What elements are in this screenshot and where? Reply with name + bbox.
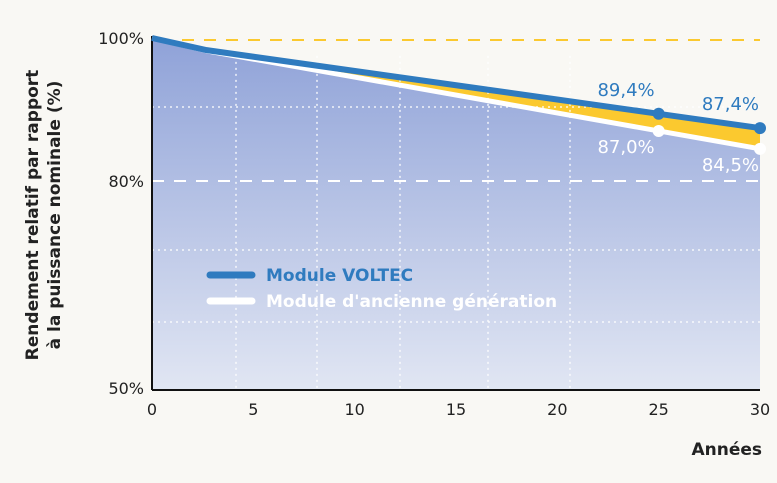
y-axis-label-line-2: à la puissance nominale (%) bbox=[45, 81, 65, 350]
x-tick-label: 30 bbox=[750, 400, 770, 419]
y-axis-label: Rendement relatif par rapport à la puiss… bbox=[23, 70, 65, 361]
data-label: 89,4% bbox=[597, 80, 654, 101]
legend-label: Module VOLTEC bbox=[266, 266, 413, 286]
x-tick-label: 20 bbox=[547, 400, 567, 419]
data-point bbox=[652, 107, 665, 120]
legend-label: Module d'ancienne génération bbox=[266, 292, 557, 312]
data-label: 87,0% bbox=[597, 137, 654, 158]
x-tick-label: 25 bbox=[648, 400, 668, 419]
x-tick-label: 15 bbox=[446, 400, 466, 419]
data-point bbox=[652, 124, 665, 137]
x-tick-label: 10 bbox=[344, 400, 364, 419]
x-axis-label: Années bbox=[691, 440, 762, 460]
data-point bbox=[754, 122, 766, 135]
series-line-voltec bbox=[151, 35, 761, 132]
x-tick-label: 5 bbox=[248, 400, 258, 419]
data-point bbox=[754, 142, 766, 155]
y-tick-label: 80% bbox=[108, 172, 144, 191]
y-tick-label: 100% bbox=[98, 29, 144, 48]
data-label: 87,4% bbox=[702, 94, 759, 115]
x-tick-label: 0 bbox=[147, 400, 157, 419]
y-axis-label-line-1: Rendement relatif par rapport bbox=[23, 70, 43, 361]
data-label: 84,5% bbox=[702, 155, 759, 176]
y-tick-label: 50% bbox=[108, 379, 144, 398]
area-fill bbox=[152, 38, 760, 390]
